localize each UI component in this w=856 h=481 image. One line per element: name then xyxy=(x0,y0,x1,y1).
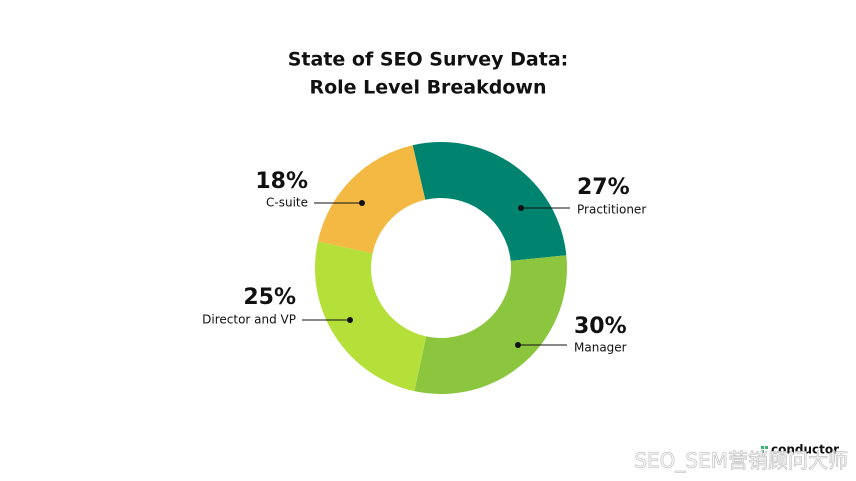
watermark: SEO_SEM营销顾问大师 xyxy=(634,449,848,473)
logo: conductor xyxy=(761,443,839,457)
logo-dot xyxy=(761,450,764,453)
donut-segment xyxy=(414,255,567,395)
logo-dot xyxy=(765,446,768,449)
logo-dot xyxy=(761,446,764,449)
leader-dot xyxy=(347,317,353,323)
category-label: C-suite xyxy=(266,196,308,210)
value-label: 25% xyxy=(243,285,296,310)
value-label: 27% xyxy=(577,175,630,200)
leader-dot xyxy=(515,342,521,348)
leader-dot xyxy=(518,205,524,211)
donut-segment xyxy=(412,142,567,261)
category-label: Director and VP xyxy=(202,313,296,327)
donut-segment xyxy=(315,241,427,392)
category-label: Manager xyxy=(574,341,627,355)
donut-segment xyxy=(317,145,426,254)
brand: conductor xyxy=(771,443,839,457)
chart-title: Role Level Breakdown xyxy=(309,77,546,99)
value-label: 30% xyxy=(574,314,627,339)
value-label: 18% xyxy=(255,169,308,194)
leader-dot xyxy=(359,200,365,206)
chart-title: State of SEO Survey Data: xyxy=(288,49,568,71)
category-label: Practitioner xyxy=(577,203,646,217)
